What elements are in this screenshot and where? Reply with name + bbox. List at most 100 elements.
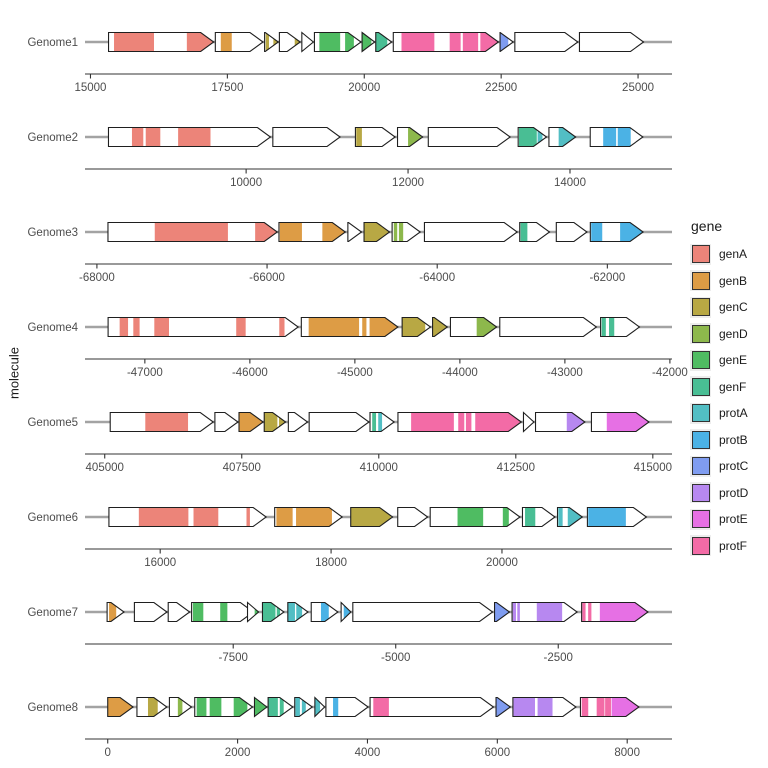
genome-label: Genome1 [27,37,78,49]
legend-swatch-protB [691,430,710,449]
x-axis-tick-label: 4000 [355,747,381,759]
gene-arrow-outline [589,126,644,148]
gene-segment-genA [178,127,211,147]
gene-segment-protF [475,412,522,432]
gene-arrow-outline [401,316,432,338]
legend-label: protD [719,485,749,500]
gene-arrow-body [347,222,362,242]
gene-segment-genD [393,222,398,242]
gene-arrow-outline [278,31,302,53]
gene-arrow-outline [427,126,512,148]
gene-arrow-outline [136,696,168,718]
gene-segment-protF [449,32,461,52]
x-axis-tick-label: 14000 [554,177,586,189]
gene-arrow-body [355,127,396,147]
gene-segment-protC [500,32,509,52]
legend-item: genA [690,241,748,268]
legend-label: genD [719,326,748,341]
legend-label: protB [719,432,748,447]
legend-swatch-protF [691,536,710,555]
gene-arrow-outline [308,411,370,433]
genome-label: Genome7 [27,607,78,619]
legend-items: genA genB genC genD genE genF protA protB protC p… [690,241,748,559]
gene-arrow-body [499,317,597,337]
x-axis-tick-label: -66000 [249,272,285,284]
gene-segment-genE [457,507,484,527]
gene-arrow-outline [274,506,344,528]
gene-arrow-outline [214,411,239,433]
legend-keybox [690,296,711,318]
gene-arrow-outline [578,31,645,53]
gene-arrow-outline [313,31,362,53]
x-axis-tick-label: 17500 [211,82,243,94]
legend-keybox [690,349,711,371]
gene-arrow-outline [581,601,649,623]
gene-segment-protD [517,602,520,622]
gene-arrow-outline [287,411,309,433]
gene-segment-genA [154,222,228,242]
gene-segment-genE [209,697,222,717]
gene-segment-genA [133,317,140,337]
gene-arrow-outline [429,506,521,528]
gene-segment-genA [193,507,219,527]
gene-segment-protA [295,697,300,717]
gene-arrow-outline [350,506,394,528]
x-axis-tick-label: 405000 [86,462,124,474]
gene-arrow-body [309,412,369,432]
gene-segment-protF [582,602,586,622]
gene-arrow-outline [397,411,523,433]
gene-arrow-outline [548,126,577,148]
gene-segment-genE [502,507,509,527]
gene-arrow-body [428,127,511,147]
gene-arrow-outline [107,31,215,53]
legend-keybox [690,455,711,477]
gene-arrow-outline [517,126,548,148]
x-axis-tick-label: 16000 [144,557,176,569]
gene-arrow-body [325,697,369,717]
legend: gene genA genB genC genD genE genF protA protB p… [690,218,748,559]
gene-segment-genB [107,697,134,717]
genome-label: Genome4 [27,322,78,334]
gene-arrow-outline [392,31,500,53]
gene-arrow-outline [301,31,315,53]
gene-segment-protF [588,602,592,622]
gene-arrow-outline [555,221,588,243]
gene-segment-protF [581,697,589,717]
gene-arrow-outline [325,696,370,718]
legend-swatch-genF [691,377,710,396]
gene-segment-genB [296,507,332,527]
gene-arrow-outline [278,221,347,243]
gene-segment-genF [608,317,615,337]
x-axis-tick-label: 22500 [485,82,517,94]
x-axis-tick-label: 18000 [315,557,347,569]
gene-arrow-outline [556,506,584,528]
gene-segment-protF [401,32,435,52]
x-axis-tick-label: 8000 [614,747,640,759]
gene-arrow-outline [267,696,294,718]
gene-arrow-outline [263,411,287,433]
legend-swatch-protA [691,404,710,423]
legend-item: protA [690,400,748,427]
gene-arrow-body [590,127,643,147]
gene-segment-protF [411,412,454,432]
gene-arrow-outline [107,221,279,243]
gene-arrow-outline [396,126,424,148]
gene-arrow-body [288,412,308,432]
gene-segment-genA [119,317,129,337]
gene-segment-genF [262,602,276,622]
legend-title: gene [691,218,723,234]
gene-segment-genF [518,127,537,147]
gene-segment-genA [114,32,154,52]
legend-label: genB [719,273,748,288]
gene-segment-genD [177,697,183,717]
gene-arrow-outline [493,601,511,623]
x-axis-tick-label: 6000 [485,747,511,759]
gene-segment-genC [432,317,448,337]
gene-arrow-outline [168,696,193,718]
x-axis-tick-label: 412500 [497,462,535,474]
gene-segment-protC [494,602,510,622]
legend-swatch-genE [691,351,710,370]
gene-segment-genE [192,602,204,622]
gene-arrow-body [514,32,578,52]
legend-swatch-protC [691,457,710,476]
